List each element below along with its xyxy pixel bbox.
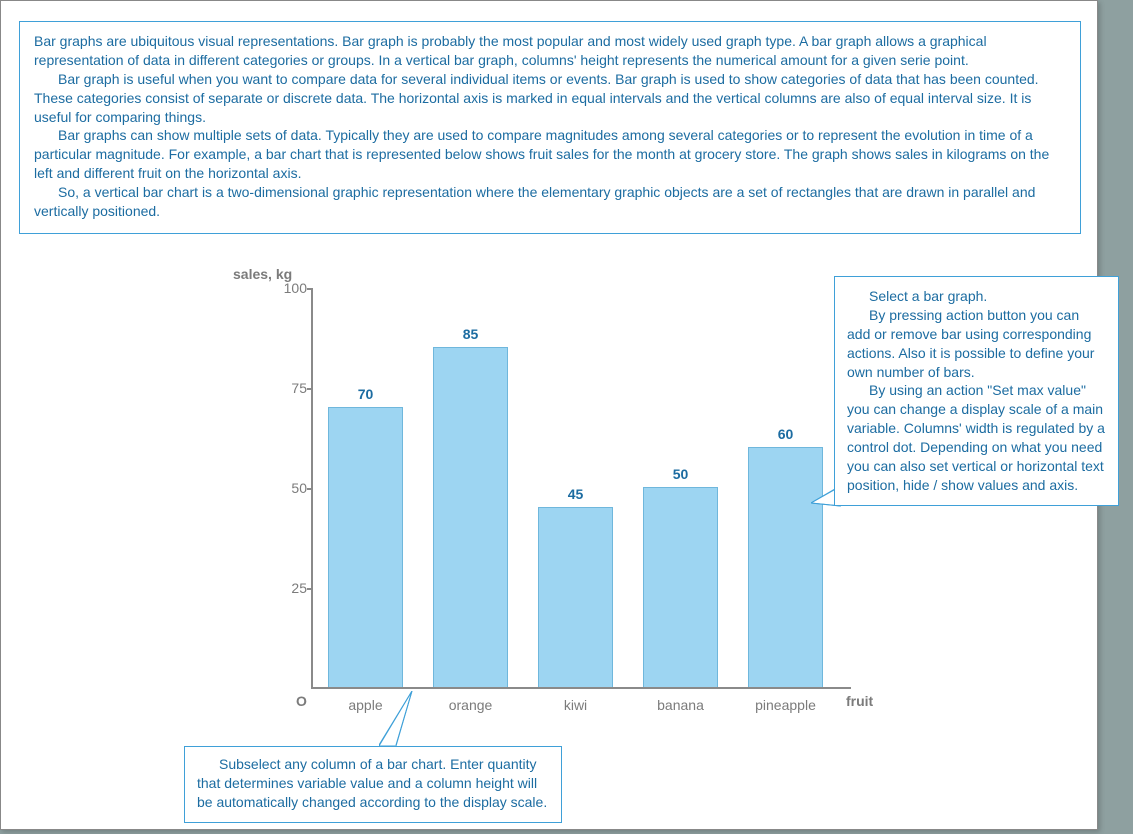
y-tick-mark: [307, 388, 313, 390]
side-callout-p1: Select a bar graph.: [847, 287, 1106, 306]
intro-paragraph-2: Bar graph is useful when you want to com…: [34, 70, 1066, 127]
x-label-apple: apple: [313, 697, 418, 713]
side-callout-p3: By using an action "Set max value" you c…: [847, 381, 1106, 494]
bar-value-label: 70: [329, 386, 402, 402]
y-tick-mark: [307, 288, 313, 290]
intro-text-box: Bar graphs are ubiquitous visual represe…: [19, 21, 1081, 234]
y-tick-label: 100: [273, 280, 307, 296]
bar-value-label: 85: [434, 326, 507, 342]
intro-paragraph-4: So, a vertical bar chart is a two-dimens…: [34, 183, 1066, 221]
y-tick-label: 50: [273, 480, 307, 496]
bar-chart[interactable]: sales, kg O fruit 25507510070apple85oran…: [236, 266, 886, 736]
side-callout-p2: By pressing action button you can add or…: [847, 306, 1106, 382]
bottom-callout: Subselect any column of a bar chart. Ent…: [184, 746, 562, 823]
side-callout: Select a bar graph. By pressing action b…: [834, 276, 1119, 506]
y-tick-label: 25: [273, 580, 307, 596]
bar-value-label: 60: [749, 426, 822, 442]
plot-area: 25507510070apple85orange45kiwi50banana60…: [311, 289, 851, 689]
x-label-orange: orange: [418, 697, 523, 713]
y-tick-mark: [307, 588, 313, 590]
x-label-banana: banana: [628, 697, 733, 713]
bar-pineapple[interactable]: 60: [748, 447, 823, 687]
bar-banana[interactable]: 50: [643, 487, 718, 687]
origin-label: O: [296, 693, 307, 709]
bar-kiwi[interactable]: 45: [538, 507, 613, 687]
bar-value-label: 45: [539, 486, 612, 502]
x-label-kiwi: kiwi: [523, 697, 628, 713]
x-axis-title: fruit: [846, 693, 873, 709]
document-page: Bar graphs are ubiquitous visual represe…: [0, 0, 1098, 830]
intro-paragraph-1: Bar graphs are ubiquitous visual represe…: [34, 32, 1066, 70]
bottom-callout-p1: Subselect any column of a bar chart. Ent…: [197, 755, 549, 812]
y-tick-mark: [307, 488, 313, 490]
bar-orange[interactable]: 85: [433, 347, 508, 687]
x-label-pineapple: pineapple: [733, 697, 838, 713]
bar-value-label: 50: [644, 466, 717, 482]
y-tick-label: 75: [273, 380, 307, 396]
bar-apple[interactable]: 70: [328, 407, 403, 687]
intro-paragraph-3: Bar graphs can show multiple sets of dat…: [34, 126, 1066, 183]
